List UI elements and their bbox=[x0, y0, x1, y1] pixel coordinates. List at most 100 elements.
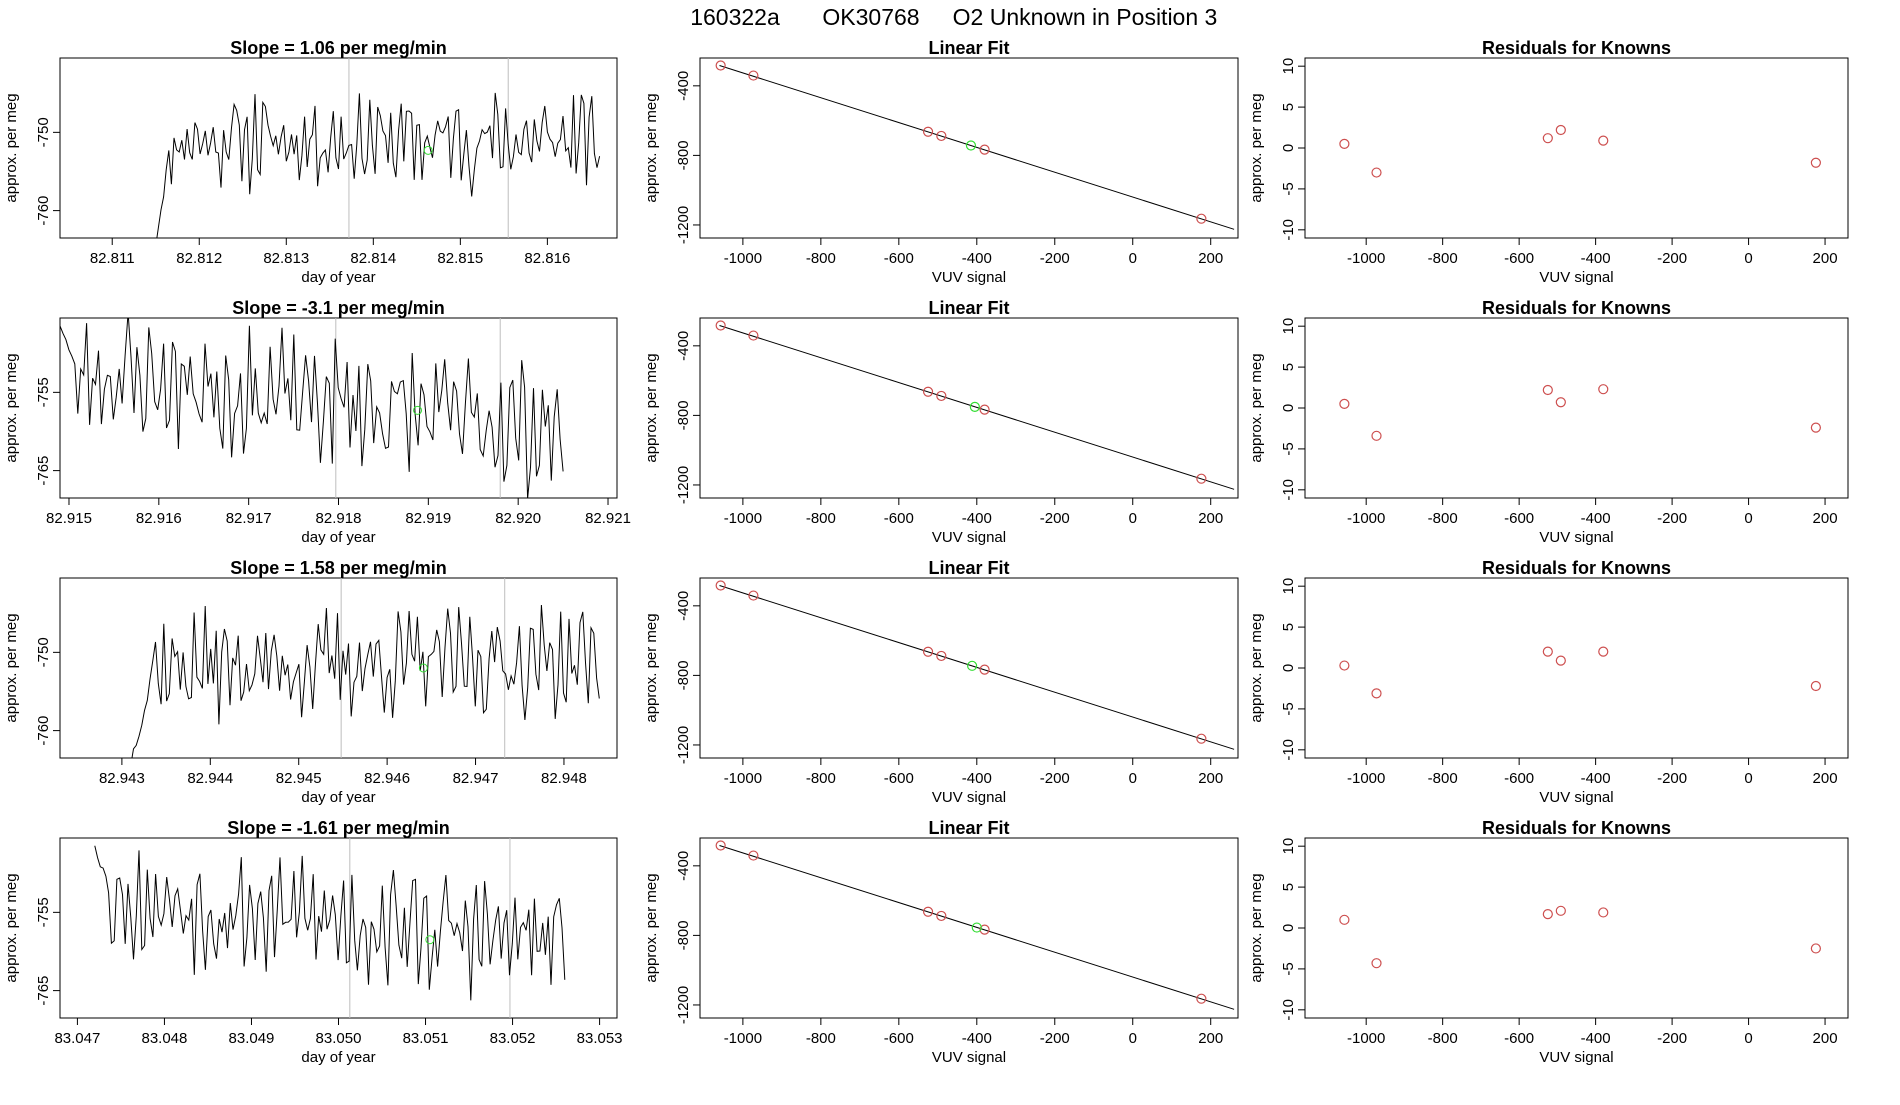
known-point bbox=[1371, 430, 1382, 441]
x-tick-label: -600 bbox=[1504, 1030, 1534, 1047]
y-tick-label: 10 bbox=[1280, 578, 1297, 595]
known-point bbox=[1810, 157, 1821, 168]
plot-frame bbox=[699, 837, 1239, 1019]
x-tick-label: 83.048 bbox=[141, 1030, 187, 1047]
known-point bbox=[1371, 958, 1382, 969]
y-tick-label: -755 bbox=[35, 377, 52, 407]
x-tick-label: -1000 bbox=[1347, 1030, 1385, 1047]
y-tick-label: 5 bbox=[1280, 623, 1297, 631]
y-tick-label: -5 bbox=[1280, 182, 1297, 195]
x-tick-label: 200 bbox=[1813, 1030, 1838, 1047]
x-tick-label: -400 bbox=[962, 510, 992, 527]
unknown-point bbox=[969, 401, 980, 412]
known-point bbox=[979, 144, 990, 155]
panel-8: Linear Fit -1000 -800 -600 -400 -200 0 200 VUV s… bbox=[643, 818, 1239, 1066]
panel-12: Residuals for Knowns-1000 -800 -600 -400 -20… bbox=[1248, 818, 1849, 1066]
known-point bbox=[1196, 733, 1207, 744]
x-axis-label: VUV signal bbox=[932, 529, 1006, 546]
unknown-point bbox=[965, 140, 977, 151]
x-tick-label: 200 bbox=[1813, 250, 1838, 267]
x-tick-label: 82.944 bbox=[187, 770, 233, 787]
x-tick-label: -1000 bbox=[1347, 250, 1385, 267]
known-point bbox=[1196, 213, 1207, 224]
chart-title: Linear Fit bbox=[928, 298, 1009, 318]
y-axis-label: approx. per meg bbox=[643, 613, 660, 722]
y-tick-label: -750 bbox=[35, 117, 52, 147]
y-tick-label: -10 bbox=[1280, 479, 1297, 501]
y-tick-label: 5 bbox=[1280, 363, 1297, 371]
fit-line bbox=[719, 325, 1235, 490]
x-tick-label: 200 bbox=[1813, 770, 1838, 787]
y-tick-label: -800 bbox=[675, 660, 692, 690]
y-tick-label: -400 bbox=[675, 851, 692, 881]
y-tick-label: -400 bbox=[675, 71, 692, 101]
y-tick-label: -1200 bbox=[675, 726, 692, 764]
data-trace bbox=[60, 318, 564, 498]
known-point bbox=[922, 646, 934, 657]
y-axis-label: approx. per meg bbox=[3, 613, 20, 722]
known-point bbox=[922, 126, 934, 137]
chart-title: Linear Fit bbox=[928, 38, 1009, 58]
plot-frame bbox=[1304, 57, 1849, 239]
header-description: O2 Unknown in Position 3 bbox=[953, 4, 1218, 30]
x-tick-label: -200 bbox=[1657, 770, 1687, 787]
x-tick-label: -800 bbox=[1428, 510, 1458, 527]
plot-frame bbox=[1304, 317, 1849, 499]
x-tick-label: -600 bbox=[884, 1030, 914, 1047]
known-point bbox=[979, 404, 990, 415]
y-tick-label: -5 bbox=[1280, 962, 1297, 975]
x-tick-label: 82.915 bbox=[46, 510, 92, 527]
panel-10: Residuals for Knowns-1000 -800 -600 -400 -20… bbox=[1248, 298, 1849, 546]
chart-title: Residuals for Knowns bbox=[1482, 818, 1671, 838]
known-point bbox=[1542, 908, 1553, 920]
x-tick-label: -600 bbox=[1504, 510, 1534, 527]
x-tick-label: 0 bbox=[1129, 510, 1137, 527]
x-axis-label: VUV signal bbox=[1539, 1049, 1613, 1066]
chart-title: Slope = -1.61 per meg/min bbox=[227, 818, 450, 838]
x-tick-label: 82.943 bbox=[99, 770, 145, 787]
chart-title: Residuals for Knowns bbox=[1482, 38, 1671, 58]
y-tick-label: -765 bbox=[35, 976, 52, 1006]
x-tick-label: -400 bbox=[962, 1030, 992, 1047]
x-tick-label: 82.945 bbox=[276, 770, 322, 787]
x-tick-label: -400 bbox=[1581, 770, 1611, 787]
x-axis-label: VUV signal bbox=[932, 269, 1006, 286]
x-tick-label: -600 bbox=[1504, 250, 1534, 267]
x-tick-label: -400 bbox=[1581, 510, 1611, 527]
chart-title: Slope = 1.58 per meg/min bbox=[230, 558, 447, 578]
y-tick-label: -760 bbox=[35, 196, 52, 226]
y-axis-label: approx. per meg bbox=[3, 873, 20, 982]
x-tick-label: -200 bbox=[1040, 770, 1070, 787]
known-point bbox=[1810, 943, 1821, 954]
x-tick-label: 200 bbox=[1198, 770, 1223, 787]
header-run: 160322a bbox=[690, 4, 780, 30]
x-tick-label: -600 bbox=[884, 510, 914, 527]
y-tick-label: -760 bbox=[35, 716, 52, 746]
header-tank: OK30768 bbox=[822, 4, 919, 30]
known-point bbox=[1810, 422, 1821, 433]
x-tick-label: -800 bbox=[806, 770, 836, 787]
x-axis-label: VUV signal bbox=[1539, 529, 1613, 546]
x-tick-label: 82.920 bbox=[495, 510, 541, 527]
panel-2: Slope = -3.1 per meg/min 82.915 82.916 82.9… bbox=[3, 298, 631, 546]
unknown-point bbox=[971, 922, 982, 933]
x-tick-label: -800 bbox=[806, 250, 836, 267]
x-tick-label: -800 bbox=[1428, 250, 1458, 267]
y-tick-label: -750 bbox=[35, 637, 52, 667]
y-tick-label: 10 bbox=[1280, 58, 1297, 75]
y-tick-label: -5 bbox=[1280, 442, 1297, 455]
known-point bbox=[1339, 660, 1350, 671]
plot-area bbox=[1339, 905, 1821, 969]
known-point bbox=[1598, 135, 1609, 146]
y-tick-label: -755 bbox=[35, 897, 52, 927]
x-tick-label: 82.916 bbox=[136, 510, 182, 527]
x-tick-label: 82.812 bbox=[176, 250, 222, 267]
chart-title: Residuals for Knowns bbox=[1482, 558, 1671, 578]
y-axis-label: approx. per meg bbox=[3, 93, 20, 202]
known-point bbox=[1598, 907, 1609, 918]
known-point bbox=[1555, 397, 1566, 408]
known-point bbox=[1810, 680, 1821, 692]
fit-line bbox=[719, 65, 1235, 230]
